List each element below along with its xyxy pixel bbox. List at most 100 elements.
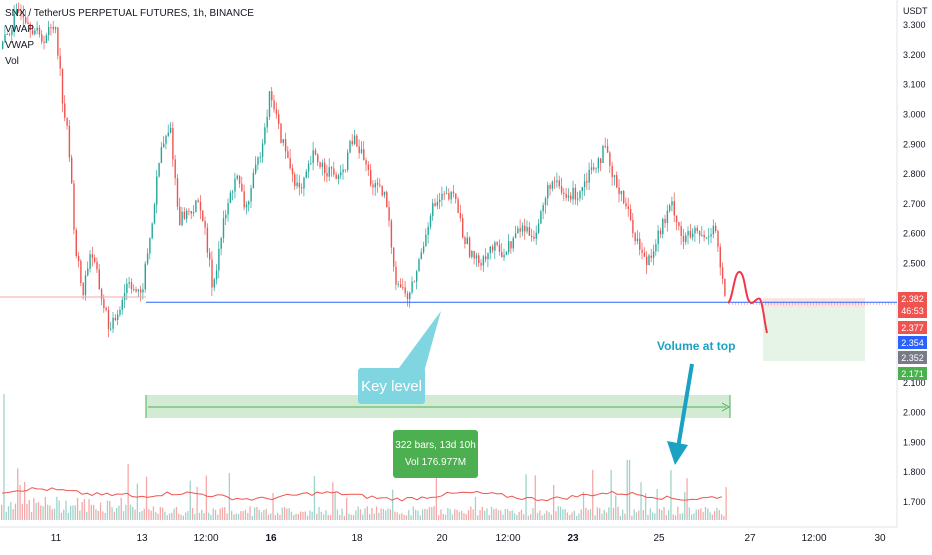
candle-body — [266, 116, 268, 128]
volume-bar — [293, 514, 295, 520]
candle-body — [441, 193, 443, 200]
candle-body — [73, 183, 75, 230]
candle-body — [462, 218, 464, 238]
volume-bar — [129, 504, 132, 520]
volume-bar — [686, 478, 688, 520]
volume-bar — [628, 460, 631, 520]
volume-bar — [263, 510, 265, 520]
volume-bar — [369, 514, 371, 520]
candle-body — [41, 34, 43, 42]
candle-body — [204, 221, 206, 228]
candle-body — [376, 183, 379, 185]
volume-bar — [532, 508, 534, 520]
key-level-callout[interactable]: Key level — [358, 368, 425, 404]
volume-bar — [693, 513, 695, 520]
volume-note-label[interactable]: Volume at top — [657, 339, 736, 353]
volume-bar — [385, 510, 387, 520]
volume-bar — [47, 504, 49, 520]
volume-bar — [145, 476, 148, 520]
candle-body — [36, 27, 38, 31]
volume-bar — [221, 507, 224, 520]
candle-body — [344, 169, 347, 171]
candle-body — [439, 199, 441, 202]
candle-body — [317, 154, 319, 163]
volume-bar — [651, 512, 654, 520]
volume-bar — [371, 508, 373, 520]
candle-body — [117, 314, 119, 321]
candle-body — [560, 186, 563, 193]
candle-body — [326, 173, 328, 177]
candle-body — [165, 135, 167, 144]
volume-bar — [256, 506, 258, 520]
candle-body — [685, 235, 687, 242]
time-tick-label: 12:00 — [801, 533, 826, 544]
volume-bar — [132, 506, 134, 520]
price-tick-label: 3.200 — [903, 50, 926, 60]
candle-body — [234, 178, 236, 192]
candle-body — [68, 125, 71, 158]
candle-body — [75, 229, 77, 256]
volume-bar — [592, 469, 594, 520]
candle-body — [404, 287, 406, 294]
candle-body — [349, 141, 351, 153]
price-tick-label: 2.700 — [903, 199, 926, 209]
symbol-title[interactable]: SNX / TetherUS PERPETUAL FUTURES, 1h, BI… — [5, 8, 254, 19]
candle-body — [146, 253, 149, 264]
candle-body — [411, 281, 413, 293]
volume-bar — [507, 509, 509, 520]
candle-body — [140, 289, 142, 293]
range-bars-text: 322 bars, 13d 10h — [395, 440, 476, 451]
candle-body — [358, 146, 360, 153]
volume-bar — [366, 506, 368, 520]
volume-bar — [668, 510, 670, 520]
candle-body — [89, 254, 91, 269]
volume-bar — [93, 504, 95, 520]
candle-body — [305, 171, 307, 178]
candle-body — [158, 162, 160, 177]
volume-bar — [405, 515, 408, 520]
candle-body — [381, 185, 383, 196]
indicator-volume[interactable]: Vol — [5, 56, 19, 67]
candle-body — [480, 263, 482, 266]
candle-body — [629, 209, 632, 221]
candle-body — [556, 180, 558, 182]
volume-bar — [463, 513, 465, 520]
candle-body — [149, 238, 151, 254]
price-tick-label: 3.000 — [903, 109, 926, 119]
volume-bar — [582, 491, 585, 520]
volume-bar — [461, 510, 463, 520]
volume-bar — [332, 482, 334, 520]
candle-body — [593, 167, 595, 170]
date-range-measure[interactable]: 322 bars, 13d 10h Vol 176.977M — [393, 430, 478, 478]
volume-bar — [691, 514, 693, 520]
candle-body — [248, 201, 250, 205]
candle-body — [618, 187, 620, 195]
candle-body — [590, 167, 593, 170]
candle-body — [418, 259, 420, 272]
volume-bar — [382, 508, 385, 520]
volume-bar — [672, 514, 674, 520]
volume-bar — [19, 484, 21, 520]
volume-bar — [318, 506, 320, 520]
volume-bar — [465, 514, 467, 520]
indicator-vwap-1[interactable]: VWAP — [5, 24, 35, 35]
volume-bar — [645, 493, 647, 520]
volume-bar — [210, 514, 212, 520]
candle-body — [105, 307, 107, 311]
candle-body — [259, 156, 261, 158]
candle-body — [356, 135, 358, 147]
volume-bar — [401, 513, 403, 520]
volume-bar — [258, 509, 260, 520]
candle-body — [689, 230, 692, 238]
indicator-vwap-2[interactable]: VWAP — [5, 40, 35, 51]
volume-bar — [141, 510, 143, 520]
candle-body — [160, 147, 163, 163]
candle-body — [650, 255, 652, 258]
candle-body — [496, 242, 498, 245]
volume-bar — [152, 506, 155, 520]
volume-bar — [60, 512, 63, 520]
volume-bar — [270, 513, 272, 520]
candle-body — [87, 268, 89, 276]
